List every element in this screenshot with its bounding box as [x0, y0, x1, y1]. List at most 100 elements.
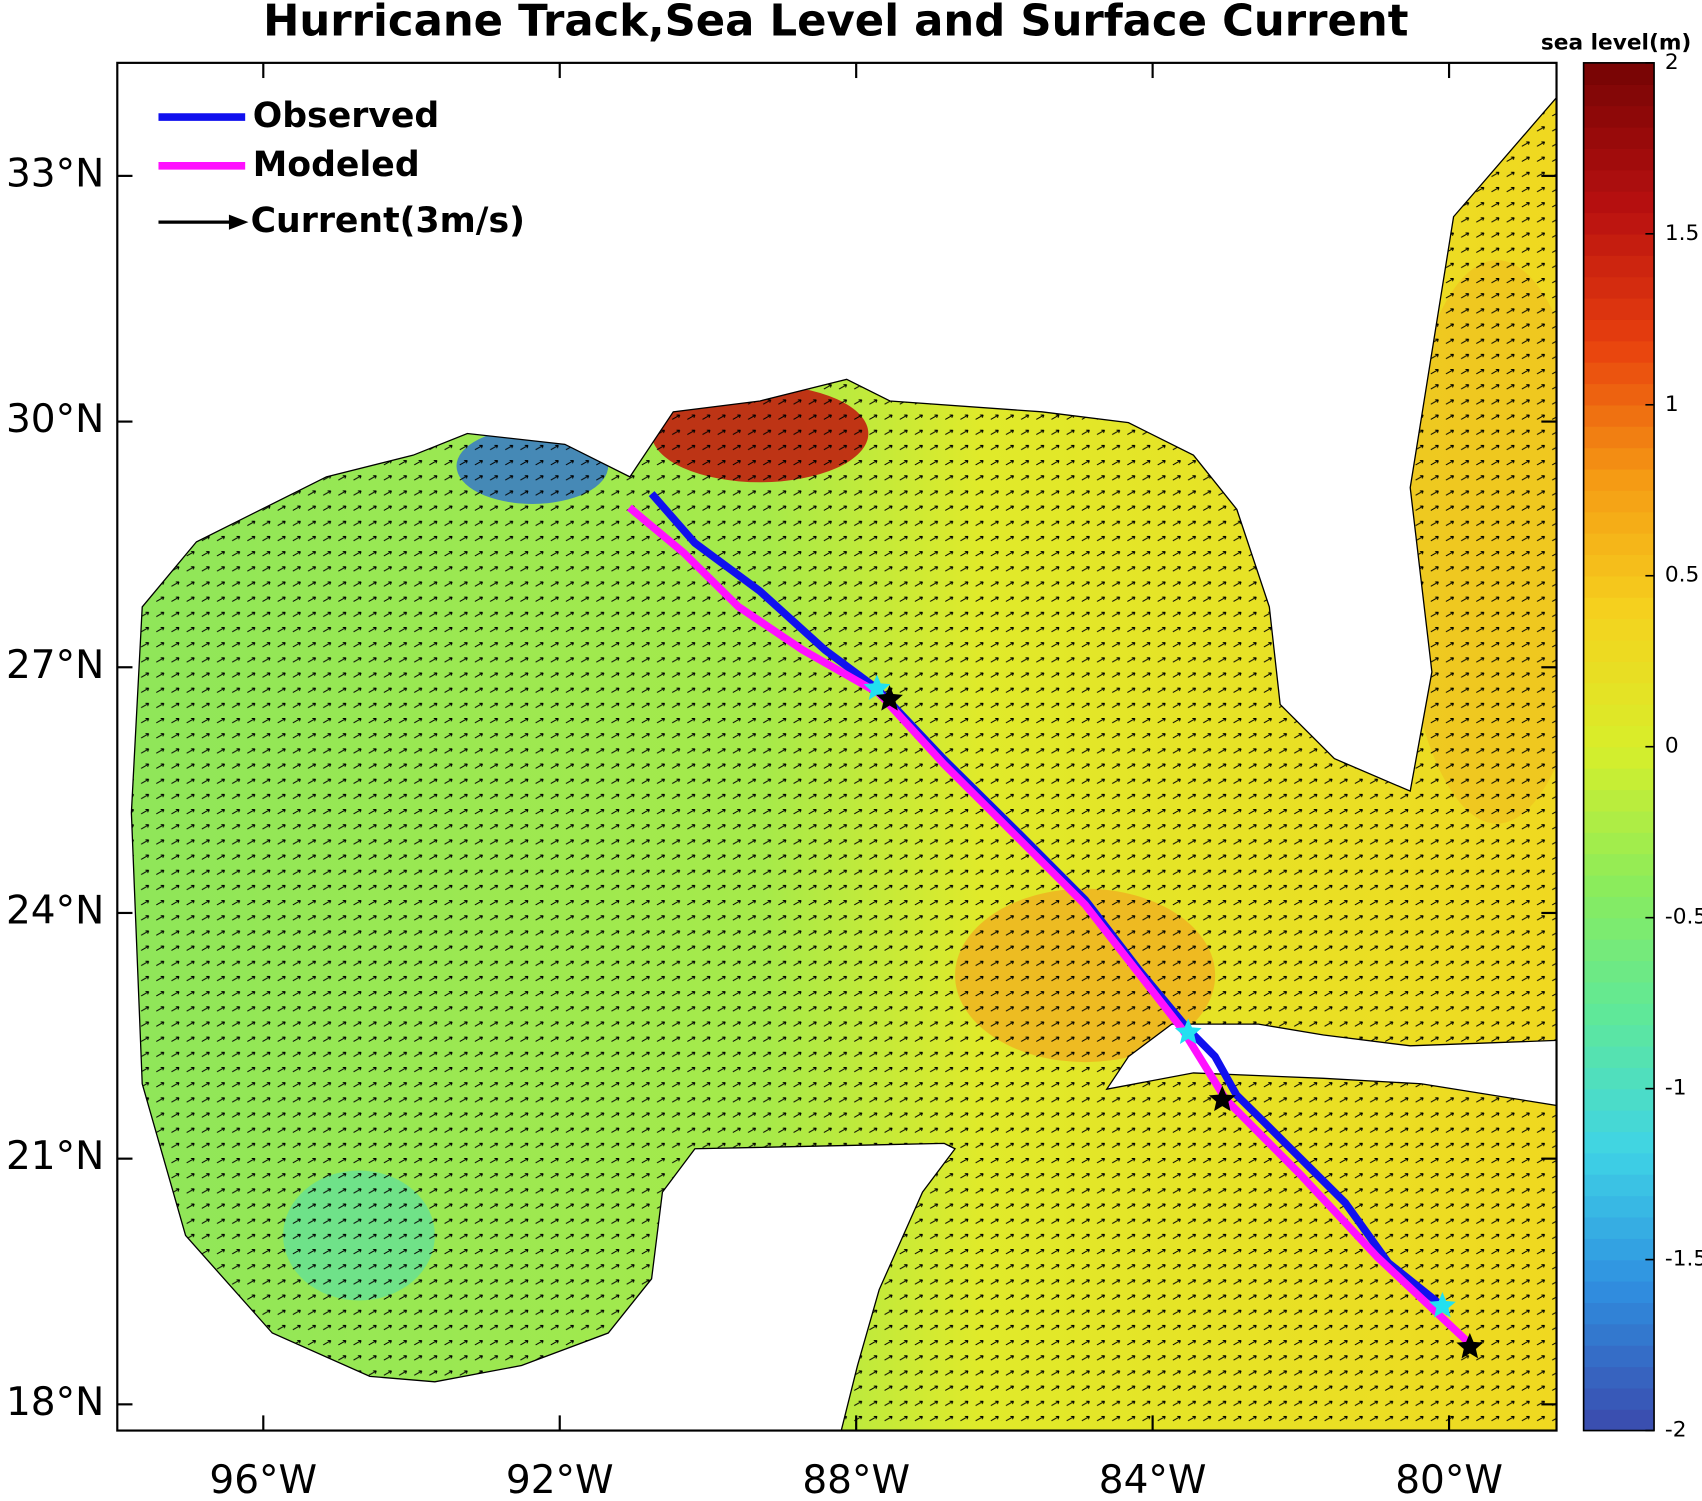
colorbar-step	[1583, 148, 1655, 171]
colorbar-step	[1583, 1195, 1655, 1218]
track-star	[1456, 1332, 1484, 1359]
colorbar-step	[1583, 1045, 1655, 1068]
colorbar-tick-label: -0.5	[1665, 905, 1702, 930]
colorbar-step	[1583, 1280, 1655, 1303]
colorbar-step	[1583, 554, 1655, 577]
colorbar-step	[1583, 1131, 1655, 1154]
colorbar-step	[1583, 404, 1655, 427]
colorbar-step	[1583, 105, 1655, 128]
colorbar-step	[1583, 447, 1655, 470]
colorbar-step	[1583, 789, 1655, 812]
colorbar-step	[1583, 1259, 1655, 1282]
colorbar-tick-label: 1	[1665, 392, 1679, 417]
colorbar-label: sea level(m)	[1541, 30, 1691, 55]
colorbar-tick-label: 2	[1665, 50, 1679, 75]
tracks	[626, 491, 1484, 1359]
colorbar-step	[1583, 896, 1655, 919]
x-tick-label: 80°W	[1395, 1458, 1503, 1501]
colorbar-step	[1583, 768, 1655, 791]
colorbar-step	[1583, 1323, 1655, 1346]
colorbar-step	[1583, 533, 1655, 556]
colorbar-step	[1583, 1302, 1655, 1325]
colorbar-step	[1583, 1152, 1655, 1175]
colorbar-step	[1583, 62, 1655, 85]
x-tick-label: 88°W	[802, 1458, 910, 1501]
colorbar-step	[1583, 575, 1655, 598]
colorbar-tick-label: 0	[1665, 734, 1679, 759]
y-tick-label: 27°N	[6, 643, 104, 688]
colorbar-step	[1583, 1409, 1655, 1432]
colorbar-tick-label: -1.5	[1665, 1247, 1702, 1272]
colorbar-step	[1583, 832, 1655, 855]
colorbar-step	[1583, 853, 1655, 876]
track-line	[626, 504, 1473, 1347]
colorbar-tick-label: 0.5	[1665, 563, 1699, 588]
track-star	[1174, 1018, 1202, 1044]
colorbar-step	[1583, 276, 1655, 299]
legend-arrow-head	[228, 214, 249, 230]
colorbar-step	[1583, 1238, 1655, 1261]
colorbar-step	[1583, 661, 1655, 684]
colorbar-step	[1583, 1345, 1655, 1368]
colorbar-step	[1583, 639, 1655, 662]
colorbar-step	[1583, 1216, 1655, 1239]
track-star	[1428, 1291, 1456, 1318]
x-tick-label: 96°W	[209, 1458, 317, 1501]
colorbar-step	[1583, 618, 1655, 641]
legend-label: Modeled	[253, 145, 420, 185]
y-tick-label: 30°N	[6, 397, 104, 442]
colorbar-step	[1583, 126, 1655, 149]
colorbar-tick-label: -2	[1665, 1418, 1687, 1443]
colorbar-step	[1583, 169, 1655, 192]
colorbar-step	[1583, 1067, 1655, 1090]
colorbar-step	[1583, 84, 1655, 107]
legend-label: Observed	[253, 96, 439, 136]
y-tick-label: 24°N	[6, 888, 104, 933]
colorbar-step	[1583, 426, 1655, 449]
colorbar-step	[1583, 233, 1655, 256]
y-tick-label: 21°N	[6, 1134, 104, 1179]
colorbar-step	[1583, 597, 1655, 620]
colorbar-step	[1583, 810, 1655, 833]
colorbar-step	[1583, 1366, 1655, 1389]
track-star	[863, 674, 891, 700]
colorbar-step	[1583, 1174, 1655, 1197]
colorbar-step	[1583, 703, 1655, 726]
plot-frame	[116, 61, 1558, 1432]
colorbar-step	[1583, 1110, 1655, 1133]
colorbar-step	[1583, 319, 1655, 342]
colorbar-step	[1583, 939, 1655, 962]
y-tick-label: 33°N	[6, 151, 104, 196]
colorbar-step	[1583, 1088, 1655, 1111]
colorbar-step	[1583, 297, 1655, 320]
legend-label: Current(3m/s)	[251, 201, 525, 241]
current-vectors	[131, 97, 1557, 1431]
colorbar-step	[1583, 511, 1655, 534]
colorbar-step	[1583, 468, 1655, 491]
colorbar-step	[1583, 917, 1655, 940]
colorbar-step	[1583, 1387, 1655, 1410]
track-star	[1208, 1085, 1236, 1112]
colorbar-step	[1583, 255, 1655, 278]
y-tick-label: 18°N	[6, 1380, 104, 1425]
colorbar-step	[1583, 383, 1655, 406]
colorbar-step	[1583, 1003, 1655, 1026]
colorbar-step	[1583, 191, 1655, 214]
colorbar-step	[1583, 746, 1655, 769]
colorbar-step	[1583, 1024, 1655, 1047]
colorbar-step	[1583, 490, 1655, 513]
colorbar-step	[1583, 340, 1655, 363]
x-tick-label: 84°W	[1099, 1458, 1207, 1501]
colorbar-step	[1583, 212, 1655, 235]
chart-title: Hurricane Track,Sea Level and Surface Cu…	[263, 0, 1408, 46]
track-star	[876, 685, 903, 711]
colorbar-tick-label: 1.5	[1665, 221, 1699, 246]
colorbar-step	[1583, 362, 1655, 385]
colorbar-step	[1583, 682, 1655, 705]
colorbar-step	[1583, 960, 1655, 983]
x-tick-label: 92°W	[506, 1458, 614, 1501]
colorbar-step	[1583, 725, 1655, 748]
colorbar-tick-label: -1	[1665, 1076, 1687, 1101]
